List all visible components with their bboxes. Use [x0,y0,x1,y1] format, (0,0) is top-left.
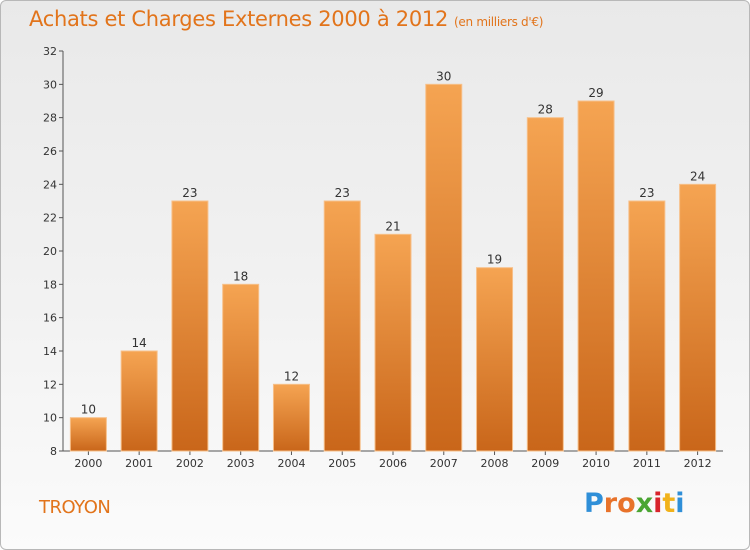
bar-2001 [120,350,158,452]
bar-value-label: 12 [284,369,299,383]
logo-letter: r [603,488,618,519]
bar-2012 [679,183,717,452]
x-tick-label: 2012 [684,457,712,470]
bar-2002 [171,200,209,452]
x-tick-label: 2009 [531,457,559,470]
bar-value-label: 18 [233,269,248,283]
chart-title-text: Achats et Charges Externes 2000 à 2012 [29,7,449,31]
y-tick-label: 20 [43,245,57,258]
x-tick-label: 2005 [328,457,356,470]
bar-2010 [577,100,615,452]
logo-letter: i [653,488,663,519]
y-tick-label: 12 [43,378,57,391]
bar-value-label: 24 [690,169,705,183]
y-tick-label: 30 [43,78,57,91]
bar-2000 [69,417,107,452]
bar-value-label: 23 [335,186,350,200]
bar-value-label: 23 [639,186,654,200]
logo-letter: x [635,488,654,519]
bar-2006 [374,233,412,452]
bar-2004 [272,383,310,452]
y-tick-label: 8 [50,445,57,458]
logo-letter: t [662,488,676,519]
bar-2003 [222,283,260,452]
y-tick-label: 10 [43,412,57,425]
bar-value-label: 21 [385,219,400,233]
bar-value-label: 30 [436,69,451,83]
y-tick-label: 28 [43,112,57,125]
bar-2005 [323,200,361,452]
bar-value-label: 23 [182,186,197,200]
y-tick-label: 18 [43,278,57,291]
bar-value-label: 10 [81,403,96,417]
x-tick-label: 2001 [125,457,153,470]
x-tick-label: 2003 [227,457,255,470]
y-tick-label: 14 [43,345,57,358]
bar-value-label: 19 [487,253,502,267]
bar-value-label: 28 [538,103,553,117]
x-tick-label: 2002 [176,457,204,470]
commune-name: TROYON [39,497,111,518]
y-tick-label: 24 [43,178,57,191]
x-tick-label: 2011 [633,457,661,470]
chart-title: Achats et Charges Externes 2000 à 2012 (e… [29,7,543,31]
bar-2007 [425,83,463,452]
chart-subtitle: (en milliers d'€) [454,15,544,29]
x-tick-label: 2008 [481,457,509,470]
x-tick-label: 2004 [277,457,305,470]
bar-2009 [526,117,564,452]
y-tick-label: 16 [43,312,57,325]
x-tick-label: 2007 [430,457,458,470]
y-tick-label: 26 [43,145,57,158]
x-tick-label: 2000 [74,457,102,470]
bar-value-label: 14 [132,336,147,350]
bar-2008 [476,267,514,452]
bar-value-label: 29 [588,86,603,100]
logo-letter: i [675,488,685,519]
logo-letter: P [584,488,604,519]
bar-2011 [628,200,666,452]
x-tick-label: 2010 [582,457,610,470]
logo-letter: o [617,488,636,519]
proxiti-logo: Proxiti [584,488,685,519]
y-tick-label: 32 [43,45,57,58]
y-tick-label: 22 [43,212,57,225]
x-tick-label: 2006 [379,457,407,470]
